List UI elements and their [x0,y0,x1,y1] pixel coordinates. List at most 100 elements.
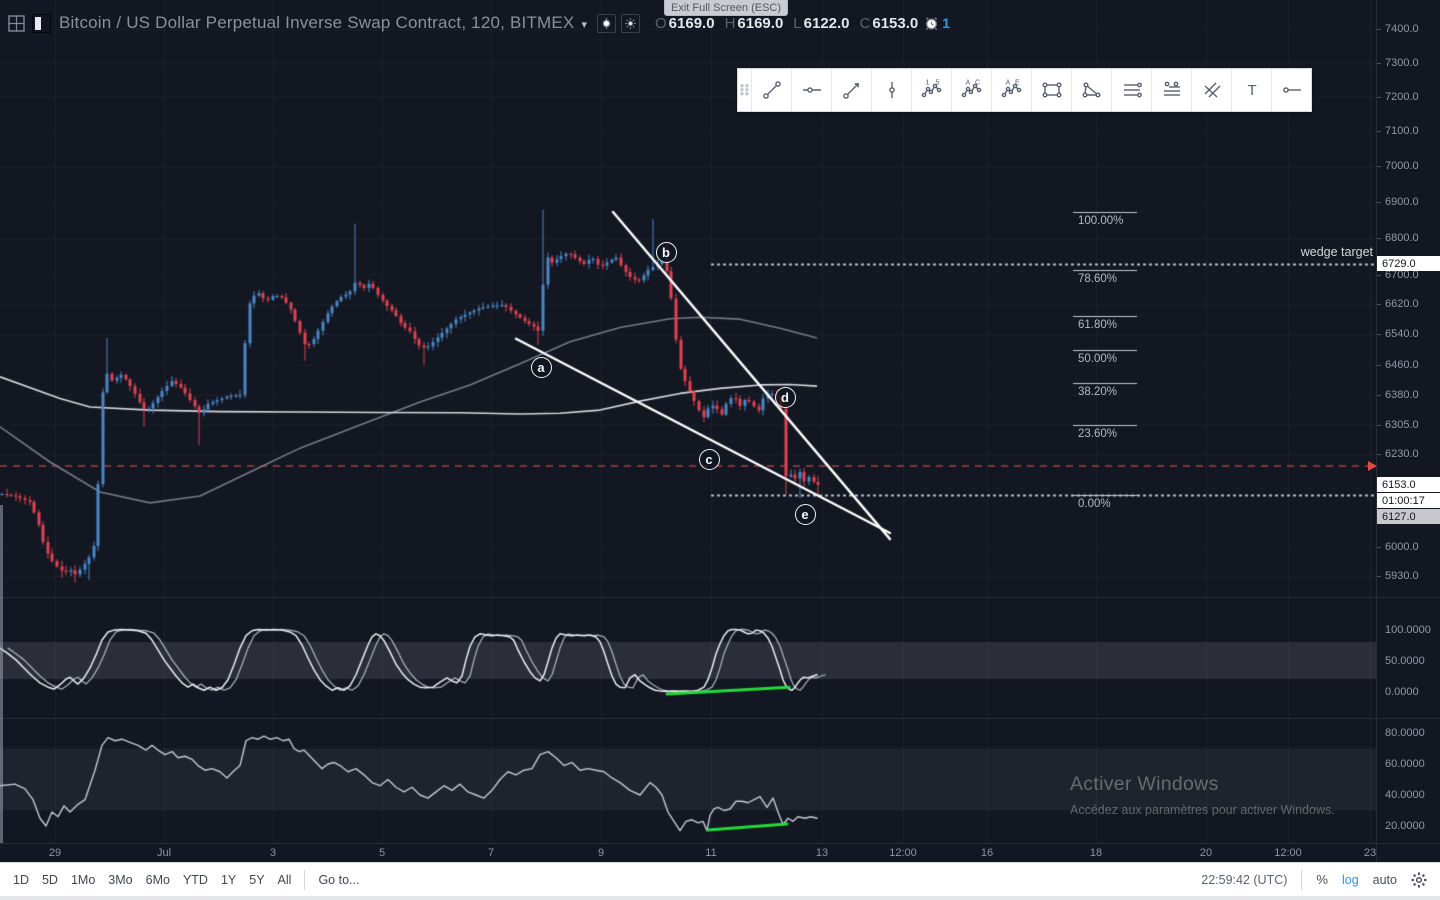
time-tick-label: 16 [980,847,994,859]
price-tick-label: 7300.0 [1385,56,1419,69]
price-tick-label: 6460.0 [1385,358,1419,371]
fib-label-50: 50.00% [1078,352,1118,365]
wave-label-e[interactable]: e [794,503,816,525]
chart-header: Bitcoin / US Dollar Perpetual Inverse Sw… [8,11,950,35]
layout-grid-icon[interactable] [8,14,25,32]
price-tick-label: 7000.0 [1385,160,1419,173]
indicator-tick-label: 50.0000 [1385,654,1425,667]
wave-label-c[interactable]: c [698,448,720,470]
price-tick-mark [1377,166,1381,168]
indicator-tick-label: 100.0000 [1385,623,1431,636]
toolbar-drag-handle[interactable]: ●● ●● ●● [739,81,750,98]
indicator-tick-label: 80.0000 [1385,727,1425,739]
range-button-3mo[interactable]: 3Mo [108,872,133,887]
svg-text:E: E [1015,80,1020,87]
alerts-indicator[interactable]: 1 [924,15,950,31]
clock-readout[interactable]: 22:59:42 (UTC) [1201,872,1288,887]
wave-label-b[interactable]: b [655,241,677,263]
range-button-all[interactable]: All [277,872,292,887]
range-button-ytd[interactable]: YTD [182,872,208,887]
time-axis-border [0,843,1440,844]
time-tick-label: 3 [269,847,277,859]
price-tick-label: 5930.0 [1385,569,1419,582]
windows-activation-watermark: Activer Windows Accédez aux paramètres p… [1070,773,1335,817]
left-edge-strip [0,505,3,843]
open-value: 6169.0 [668,14,715,32]
tool-elliott-impulse-wave-icon[interactable]: text{font-size:7px;fill:#596070;stroke:n… [911,69,951,111]
tool-vertical-line-icon[interactable]: text{font-size:7px;fill:#596070;stroke:n… [871,69,911,111]
tool-text-icon[interactable]: text{font-size:7px;fill:#596070;stroke:n… [1231,69,1271,111]
price-tick-mark [1377,62,1381,64]
tool-horizontal-ray-icon[interactable]: text{font-size:7px;fill:#596070;stroke:n… [1271,69,1311,111]
fib-zero-price-tag[interactable]: 6127.0 [1377,509,1440,525]
main-chart-canvas[interactable] [0,0,1376,843]
alert-price-arrow-icon[interactable] [1368,461,1377,471]
tool-rectangle-icon[interactable]: text{font-size:7px;fill:#596070;stroke:n… [1031,69,1071,111]
svg-text:1: 1 [925,80,929,87]
range-button-5y[interactable]: 5Y [249,872,265,887]
log-scale-button[interactable]: log [1341,872,1359,887]
bottom-toolbar: 1D 5D 1Mo 3Mo 6Mo YTD 1Y 5Y All Go to... 22:59:4… [0,862,1440,896]
bar-countdown-tag[interactable]: 01:00:17 [1377,493,1440,509]
footer-bottom-strip [0,896,1440,900]
pane-separator-2[interactable] [0,718,1440,719]
tool-pitchfork-icon[interactable]: text{font-size:7px;fill:#596070;stroke:n… [1151,69,1191,111]
range-button-1d[interactable]: 1D [13,872,29,887]
range-button-1y[interactable]: 1Y [220,872,237,887]
price-tick-label: 6540.0 [1385,328,1419,341]
tool-crossed-trend-lines-icon[interactable]: text{font-size:7px;fill:#596070;stroke:n… [1191,69,1231,111]
price-tick-label: 6800.0 [1385,232,1419,244]
footer-settings-gear-icon[interactable] [1411,872,1427,888]
tool-triangle-pattern-icon[interactable]: text{font-size:7px;fill:#596070;stroke:n… [1071,69,1111,111]
price-tick-label: 7200.0 [1385,90,1419,103]
exit-fullscreen-tooltip[interactable]: Exit Full Screen (ESC) [664,0,788,16]
range-button-5d[interactable]: 5D [41,872,58,887]
wave-label-d[interactable]: d [774,386,796,408]
range-button-1mo[interactable]: 1Mo [70,872,96,887]
time-tick-label: 20 [1199,847,1213,859]
price-tick-label: 6620.0 [1385,298,1419,311]
price-tick-mark [1377,395,1381,397]
time-tick-label: 29 [48,847,62,859]
wedge-target-label[interactable]: wedge target [1300,245,1373,259]
tool-trend-line-icon[interactable]: text{font-size:7px;fill:#596070;stroke:n… [751,69,791,111]
chart-style-button[interactable] [597,13,616,33]
drawing-toolbar: ●●●●●● text{font-size:7px;fill:#596070;s… [737,68,1312,112]
auto-scale-button[interactable]: auto [1372,872,1397,887]
wedge-target-price-tag[interactable]: 6729.0 [1377,256,1440,272]
price-tick-mark [1377,29,1381,31]
tool-parallel-channel-icon[interactable]: text{font-size:7px;fill:#596070;stroke:n… [1111,69,1151,111]
alert-count-badge: 1 [942,15,951,31]
price-tick-mark [1377,546,1381,548]
chart-settings-button[interactable] [621,13,640,33]
tool-horizontal-line-icon[interactable]: text{font-size:7px;fill:#596070;stroke:n… [791,69,831,111]
price-tick-label: 6230.0 [1385,448,1419,461]
symbol-dropdown-caret[interactable]: ▾ [581,18,587,31]
percent-scale-button[interactable]: % [1316,872,1328,887]
time-tick-label: 7 [487,847,495,859]
indicator-tick-label: 20.0000 [1385,820,1425,832]
pane-separator-1[interactable] [0,597,1440,598]
svg-text:5: 5 [935,80,939,87]
wave-label-a[interactable]: a [530,356,552,378]
range-button-6mo[interactable]: 6Mo [145,872,170,887]
indicator-tick-label: 0.0000 [1385,685,1419,698]
price-tick-label: 6380.0 [1385,389,1419,402]
last-price-tag[interactable]: 6153.0 [1377,477,1440,493]
svg-text:T: T [1247,82,1256,99]
price-tick-mark [1377,201,1381,203]
tool-elliott-correction-wave-icon[interactable]: text{font-size:7px;fill:#596070;stroke:n… [951,69,991,111]
ohlc-readout: O 6169.0 H 6169.0 L 6122.0 C 6153.0 [655,15,918,32]
symbol-title[interactable]: Bitcoin / US Dollar Perpetual Inverse Sw… [59,13,575,32]
price-tick-mark [1377,96,1381,98]
price-tick-mark [1377,304,1381,306]
high-label: H [724,14,736,32]
price-tick-mark [1377,274,1381,276]
tool-arrow-icon[interactable]: text{font-size:7px;fill:#596070;stroke:n… [831,69,871,111]
price-tick-label: 6700.0 [1385,268,1419,281]
goto-button[interactable]: Go to... [318,872,360,887]
svg-text:A: A [965,80,970,87]
time-tick-label: 5 [378,847,386,859]
tool-elliott-triangle-wave-icon[interactable]: text{font-size:7px;fill:#596070;stroke:n… [991,69,1031,111]
price-tick-label: 6900.0 [1385,195,1419,208]
